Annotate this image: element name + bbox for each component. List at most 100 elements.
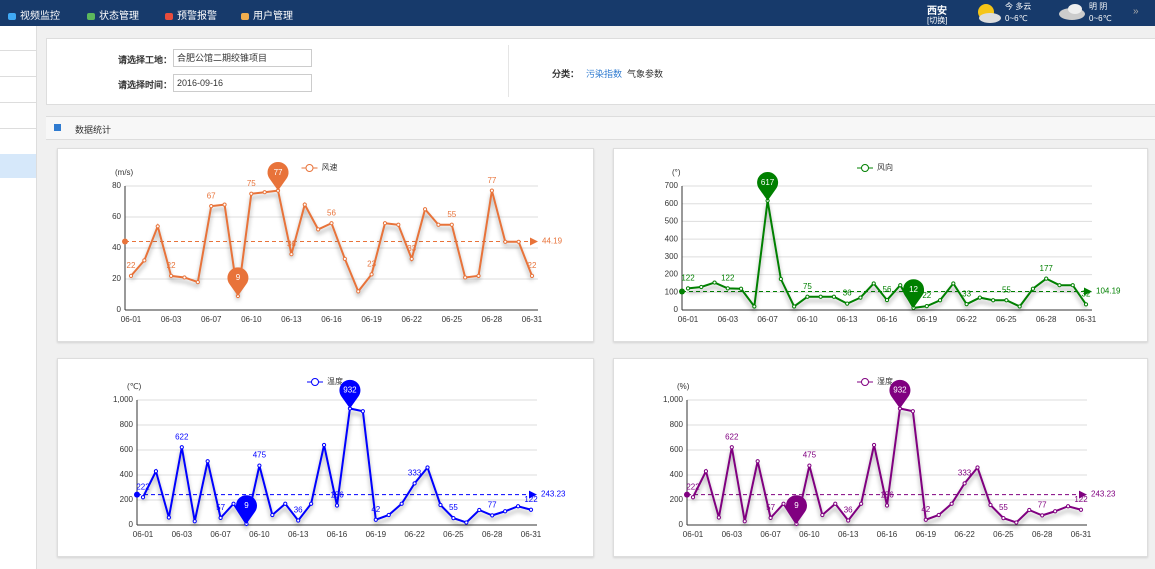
data-label: 622 (725, 432, 739, 441)
nav-item[interactable]: 预警报警 (165, 7, 217, 22)
pin-label: 932 (343, 386, 357, 395)
x-tick-label: 06-16 (877, 315, 898, 324)
data-label: 23 (367, 259, 376, 268)
nav-item[interactable]: 视频监控 (8, 7, 60, 22)
sidebar (0, 26, 37, 569)
nav-text[interactable]: 视频监控 (20, 11, 60, 22)
y-tick-label: 40 (112, 243, 121, 252)
point (422, 207, 428, 212)
point (738, 286, 744, 291)
y-tick-label: 200 (670, 495, 684, 504)
day: 明 (1089, 2, 1097, 11)
city: 西安 (927, 6, 947, 17)
point (690, 495, 696, 500)
value: 2016-09-16 (177, 78, 224, 88)
tab[interactable]: 气象参数 (627, 69, 664, 79)
label: 请选择工地： (118, 55, 173, 65)
point (179, 445, 184, 450)
y-unit: (°) (672, 168, 681, 177)
data-label: 156 (880, 491, 894, 500)
average-label: 104.19 (1096, 287, 1121, 296)
point (231, 501, 236, 506)
legend-label: 湿度 (877, 376, 893, 386)
x-tick-label: 06-22 (401, 315, 422, 324)
point (528, 507, 534, 512)
nav-item[interactable]: 用户管理 (241, 7, 293, 22)
y-unit: (℃) (127, 382, 142, 391)
point (309, 501, 314, 506)
point (128, 273, 134, 278)
point (991, 298, 996, 303)
date-input[interactable]: 2016-09-16 (173, 74, 312, 92)
point (884, 297, 890, 303)
point (503, 509, 508, 514)
tab[interactable]: 污染指数 (586, 69, 623, 79)
point (205, 459, 210, 464)
point (716, 515, 721, 520)
site-select[interactable]: 合肥公馆二期绞锥项目 (173, 49, 312, 67)
section-header: 数据统计 (46, 116, 1155, 140)
pin (267, 161, 289, 191)
y-tick-label: 600 (665, 199, 679, 208)
point (1078, 507, 1084, 512)
point (977, 295, 982, 300)
pin (235, 495, 257, 524)
point (382, 221, 388, 226)
x-tick-label: 06-25 (993, 530, 1014, 539)
series-line (130, 189, 533, 297)
x-tick-label: 06-22 (404, 530, 425, 539)
active-item[interactable] (0, 154, 36, 178)
nav-text[interactable]: 用户管理 (253, 11, 293, 22)
point (884, 503, 890, 508)
point (725, 286, 730, 291)
y-tick-label: 0 (129, 520, 134, 529)
x-tick-label: 06-28 (1036, 315, 1057, 324)
x-tick-label: 06-10 (799, 530, 820, 539)
nav-text[interactable]: 预警报警 (177, 11, 217, 22)
point (515, 504, 521, 509)
data-label: 75 (803, 282, 812, 291)
x-tick-label: 06-19 (361, 315, 382, 324)
y-unit: (m/s) (115, 168, 134, 177)
point (399, 501, 404, 506)
point (1057, 283, 1062, 288)
point (964, 302, 969, 307)
x-tick-label: 06-03 (718, 315, 739, 324)
point (476, 273, 481, 278)
point (412, 481, 417, 486)
point (729, 445, 734, 450)
x-tick-label: 06-28 (1032, 530, 1053, 539)
point (845, 301, 850, 306)
point (182, 275, 187, 280)
expand-icon[interactable]: » (1133, 6, 1139, 17)
data-label: 122 (524, 495, 538, 504)
point (755, 459, 760, 464)
y-tick-label: 0 (679, 520, 684, 529)
point (296, 518, 301, 523)
data-label: 22 (528, 261, 537, 270)
point (846, 518, 851, 523)
data-label: 122 (681, 273, 695, 282)
data-label: 475 (803, 451, 817, 460)
point (155, 224, 160, 229)
y-tick-label: 200 (665, 270, 679, 279)
point (192, 519, 197, 524)
data-label: 77 (488, 500, 497, 509)
point (923, 517, 928, 522)
point (166, 515, 171, 520)
nav-item[interactable]: 状态管理 (87, 7, 139, 22)
point (356, 289, 361, 294)
city-switch[interactable]: [切换] (927, 16, 948, 25)
label: 请选择时间： (118, 80, 173, 90)
point (516, 239, 521, 244)
data-label: 122 (721, 273, 735, 282)
nav-text[interactable]: 状态管理 (99, 11, 139, 22)
point (949, 501, 954, 506)
average-label: 243.23 (1091, 490, 1116, 499)
y-unit: (%) (677, 382, 690, 391)
point (778, 276, 783, 282)
data-label: 57 (216, 503, 225, 512)
point (1083, 302, 1089, 307)
x-tick-label: 06-28 (482, 530, 503, 539)
x-tick-label: 06-13 (281, 315, 302, 324)
